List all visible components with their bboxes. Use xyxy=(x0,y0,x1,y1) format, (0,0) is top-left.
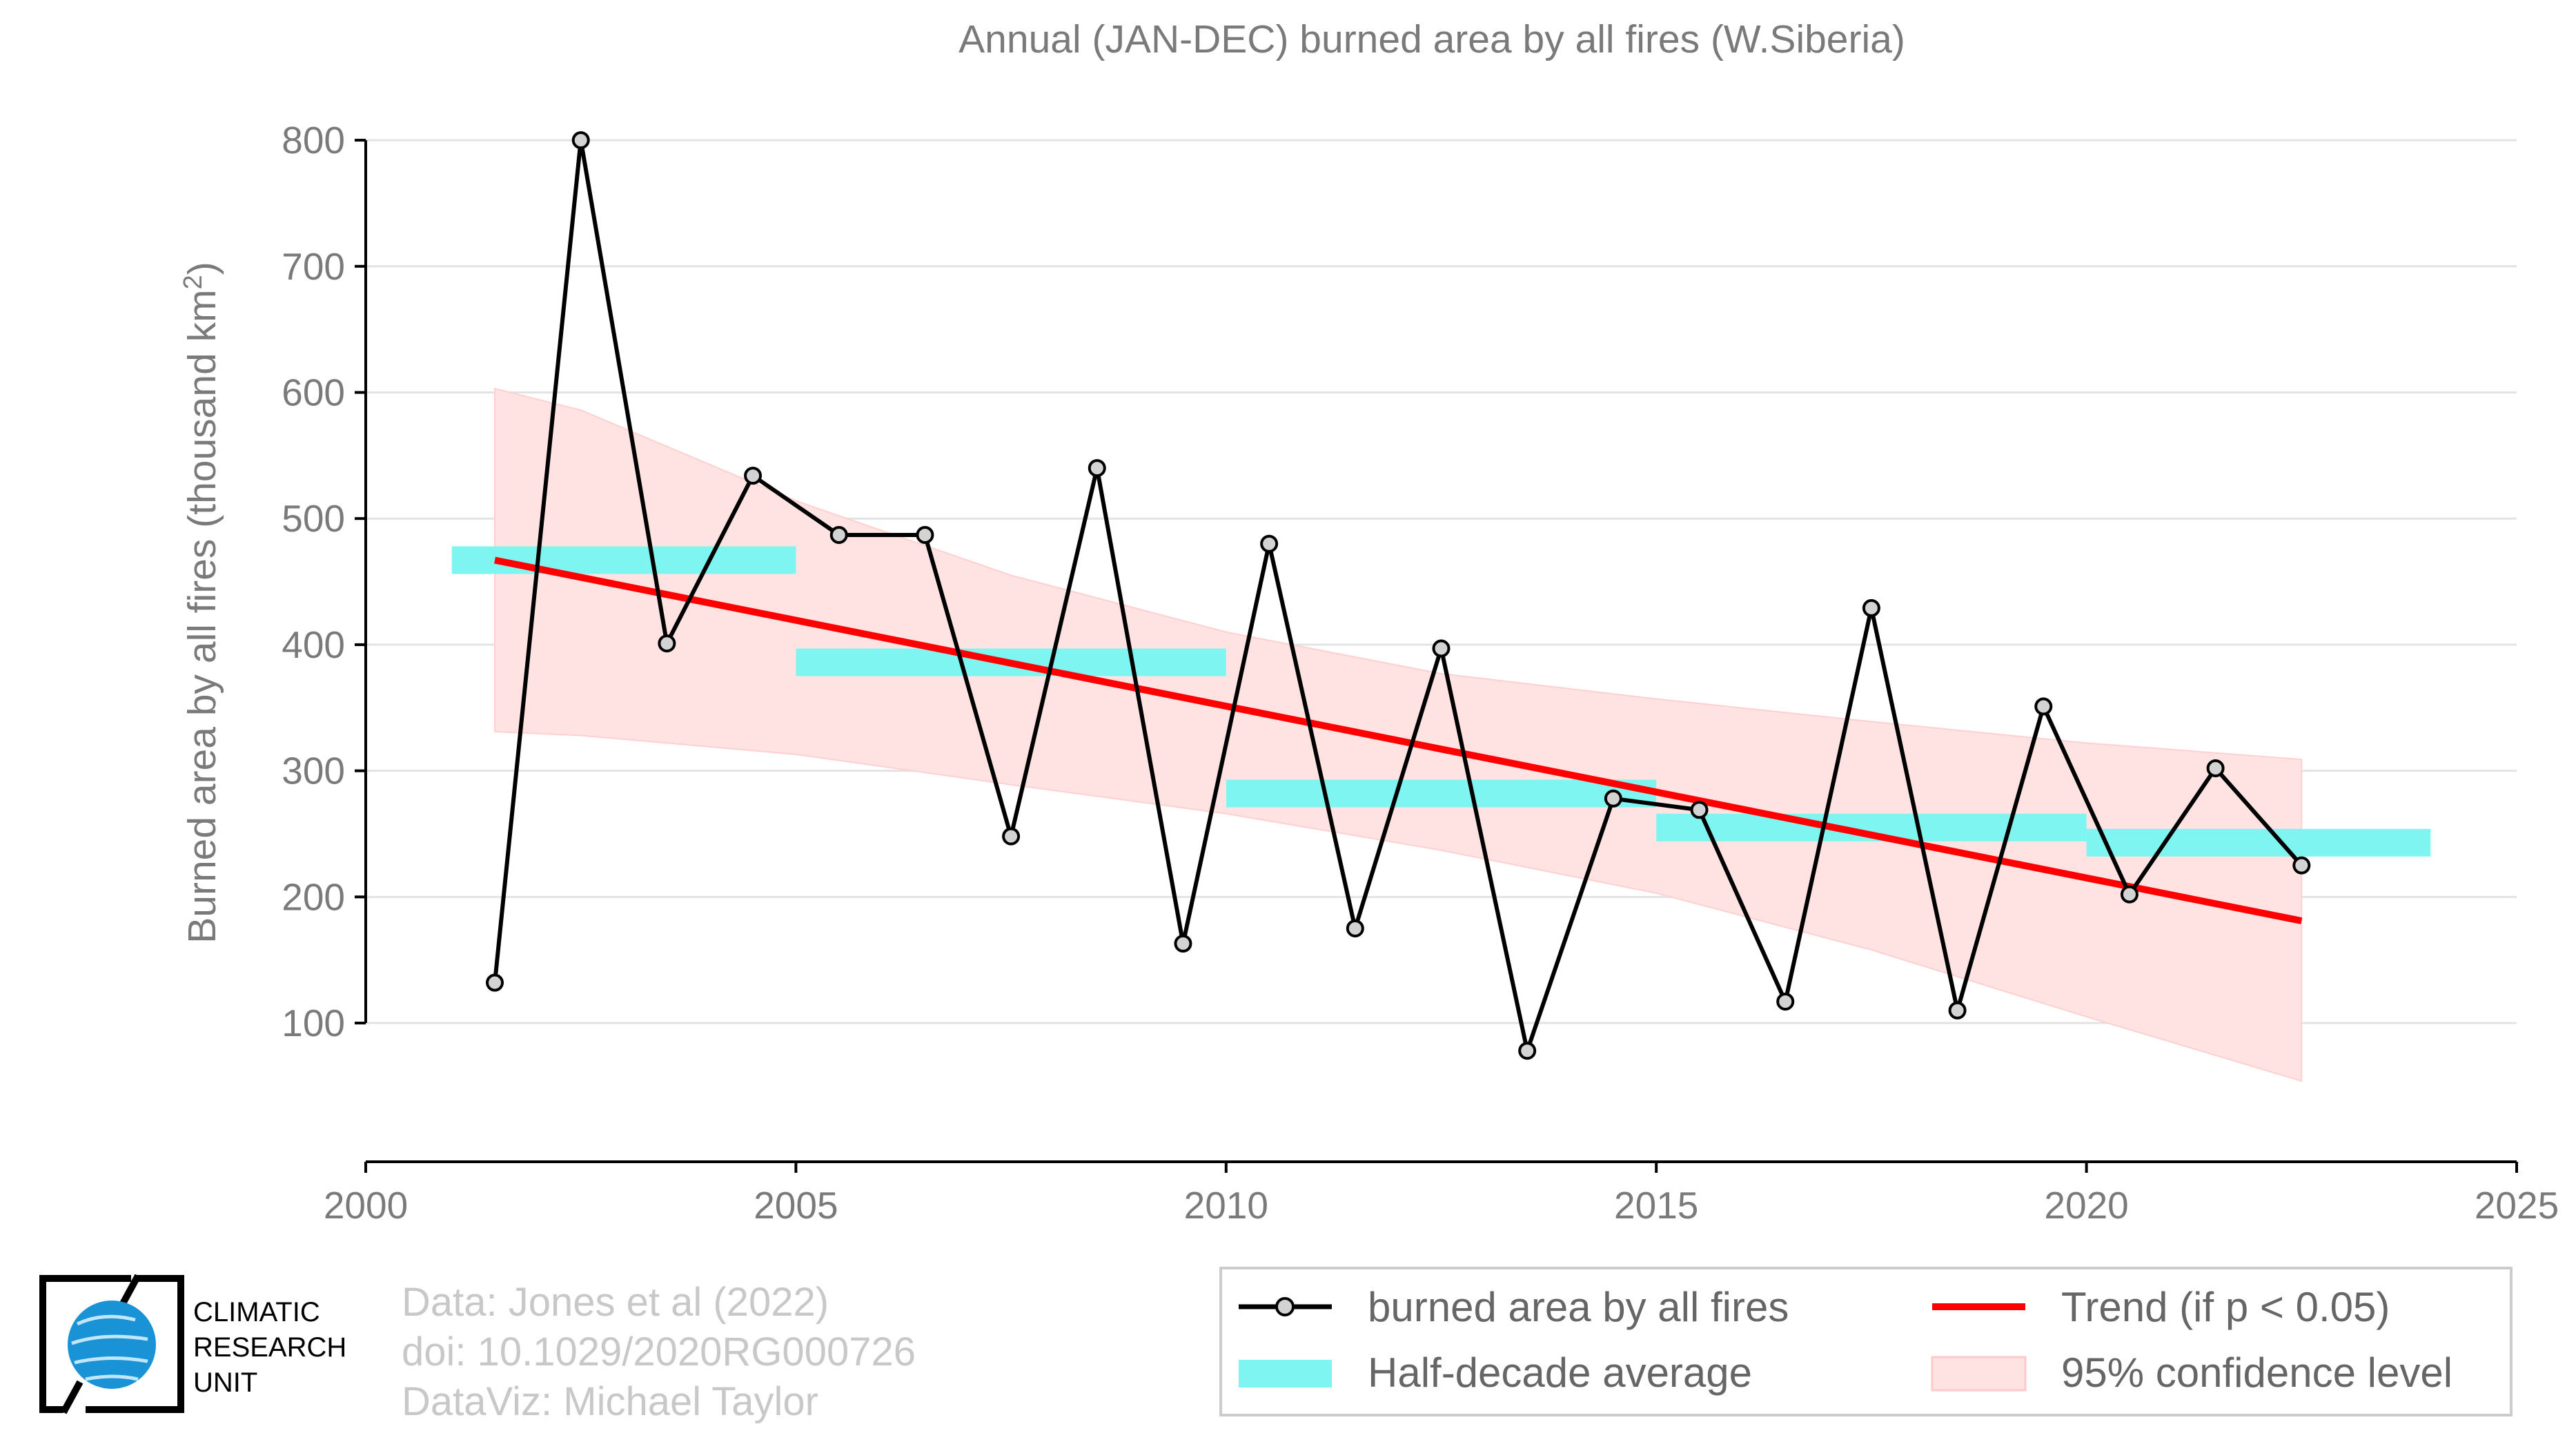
y-axis-label-superscript: 2 xyxy=(179,275,208,289)
y-tick-label-800: 800 xyxy=(282,119,345,162)
y-axis-label-main: Burned area by all fires (thousand km xyxy=(180,289,224,943)
cru-logo: CLIMATIC RESEARCH UNIT xyxy=(39,1274,346,1414)
y-tick-label-400: 400 xyxy=(282,623,345,666)
confidence-band xyxy=(494,387,2303,1082)
legend-label-trend: Trend (if p < 0.05) xyxy=(2061,1284,2390,1330)
data-point-2007.5 xyxy=(1002,827,1021,846)
x-tick-label-2020: 2020 xyxy=(2044,1184,2128,1227)
data-point-2001.5 xyxy=(486,973,504,992)
chart-title: Annual (JAN-DEC) burned area by all fire… xyxy=(958,17,1905,61)
x-tick-label-2010: 2010 xyxy=(1184,1184,1268,1227)
legend-label-series: burned area by all fires xyxy=(1368,1284,1789,1330)
y-tick-labels: 100 200 300 400 500 600 700 800 xyxy=(282,119,345,1044)
legend-marker-series xyxy=(1275,1297,1295,1316)
data-point-2019.5 xyxy=(2034,697,2053,716)
y-tick-label-600: 600 xyxy=(282,371,345,413)
data-point-2010.5 xyxy=(1260,534,1279,553)
legend-swatch-confidence xyxy=(1931,1356,2027,1392)
half-decade-bar-2 xyxy=(1226,779,1657,808)
x-tick-label-2025: 2025 xyxy=(2475,1184,2559,1227)
legend-label-confidence: 95% confidence level xyxy=(2061,1350,2452,1396)
data-point-2011.5 xyxy=(1346,919,1364,937)
data-point-2014.5 xyxy=(1604,789,1622,808)
data-point-2003.5 xyxy=(658,634,676,653)
y-axis-label: Burned area by all fires (thousand km2) xyxy=(179,262,224,943)
credit-doi: doi: 10.1029/2020RG000726 xyxy=(402,1330,916,1374)
logo-text-line-3: UNIT xyxy=(193,1367,257,1398)
logo-text-line-1: CLIMATIC xyxy=(193,1297,320,1327)
data-point-2009.5 xyxy=(1174,934,1192,953)
data-point-2016.5 xyxy=(1776,992,1795,1011)
data-point-2012.5 xyxy=(1432,639,1451,658)
legend-label-half-decade: Half-decade average xyxy=(1368,1350,1752,1396)
logo-slash-bottom xyxy=(60,1380,83,1414)
y-tick-label-100: 100 xyxy=(282,1002,345,1044)
y-tick-label-300: 300 xyxy=(282,750,345,792)
data-point-2015.5 xyxy=(1690,801,1709,819)
logo-bracket-left xyxy=(39,1275,131,1413)
x-tick-labels: 2000 2005 2010 2015 2020 2025 xyxy=(324,1184,2559,1227)
data-point-2013.5 xyxy=(1518,1042,1537,1060)
data-point-2017.5 xyxy=(1862,598,1880,617)
data-point-2002.5 xyxy=(571,131,590,150)
data-point-2022.5 xyxy=(2292,856,2311,875)
logo-text-line-2: RESEARCH xyxy=(193,1332,346,1363)
data-point-2004.5 xyxy=(744,467,763,485)
logo-bracket-right xyxy=(86,1275,184,1413)
legend-frame xyxy=(1219,1267,2513,1416)
x-tick-label-2015: 2015 xyxy=(1614,1184,1698,1227)
data-point-2005.5 xyxy=(829,525,848,544)
y-tick-label-700: 700 xyxy=(282,245,345,288)
confidence-band-area xyxy=(494,387,2303,1082)
data-point-2018.5 xyxy=(1948,1001,1967,1020)
series-line xyxy=(493,138,2303,1053)
legend-swatch-half-decade xyxy=(1239,1360,1332,1387)
data-point-2021.5 xyxy=(2206,759,2225,777)
legend: burned area by all fires Half-decade ave… xyxy=(1219,1267,2513,1416)
data-point-2008.5 xyxy=(1088,459,1106,478)
credit-dataviz: DataViz: Michael Taylor xyxy=(402,1379,818,1424)
y-tick-label-500: 500 xyxy=(282,497,345,540)
globe-icon xyxy=(68,1301,156,1389)
axes xyxy=(355,139,2518,1173)
logo-slash-top xyxy=(118,1274,141,1308)
half-decade-bar-4 xyxy=(2086,828,2431,857)
x-tick-label-2000: 2000 xyxy=(324,1184,408,1227)
y-axis-label-close: ) xyxy=(180,262,224,275)
y-tick-label-200: 200 xyxy=(282,875,345,918)
credit-data: Data: Jones et al (2022) xyxy=(402,1280,829,1325)
burned-area-series xyxy=(486,131,2311,1060)
data-point-2006.5 xyxy=(916,525,934,544)
data-point-2020.5 xyxy=(2120,885,2139,904)
x-tick-label-2005: 2005 xyxy=(754,1184,838,1227)
